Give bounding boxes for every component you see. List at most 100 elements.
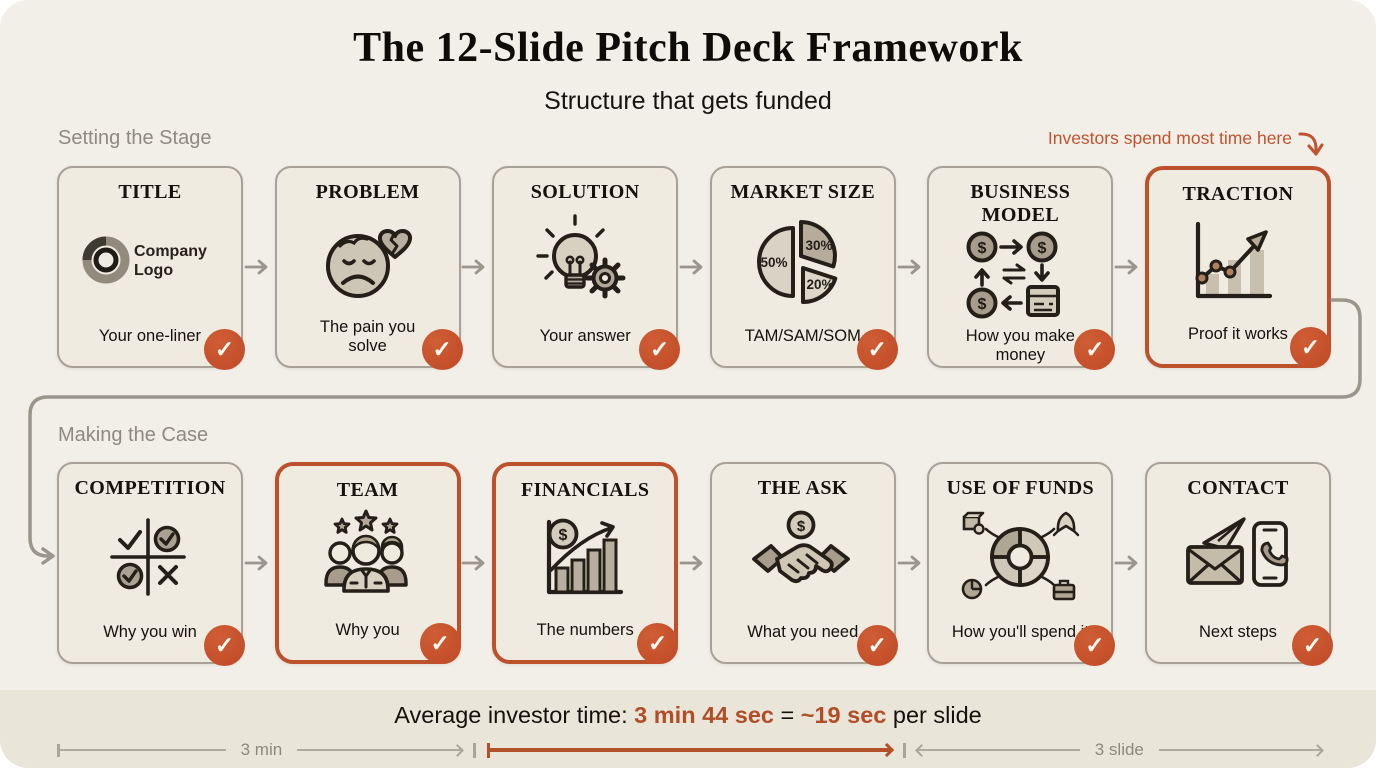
card-competition: COMPETITION Why you win ✓ xyxy=(57,462,245,666)
section-label-making-the-case: Making the Case xyxy=(58,424,209,446)
pie-chart-icon: 50% 30% 20% xyxy=(712,204,894,316)
arrow-right-icon xyxy=(1311,743,1324,757)
card-caption: Why you win xyxy=(103,623,197,642)
card-contact: CONTACT Next steps ✓ xyxy=(1144,462,1333,666)
timeline-line xyxy=(915,748,1080,752)
handshake-icon: $ xyxy=(712,500,894,612)
card-business-model: BUSINESS MODEL $ $ $ H xyxy=(927,166,1116,370)
card-solution: SOLUTION Your answer ✓ xyxy=(492,166,681,370)
card-heading: COMPETITION xyxy=(74,477,226,499)
arrow-right-icon xyxy=(461,258,493,276)
summary-suffix: per slide xyxy=(892,702,982,728)
summary-total-time: 3 min 44 sec xyxy=(634,702,774,728)
timeline-label-3slide: 3 slide xyxy=(1094,740,1144,759)
svg-text:Logo: Logo xyxy=(134,262,173,279)
check-badge-icon: ✓ xyxy=(421,329,463,370)
arrow-right-icon xyxy=(678,554,710,572)
card-caption: The numbers xyxy=(536,621,634,640)
investor-time-summary: Average investor time: 3 min 44 sec = ~1… xyxy=(0,702,1376,729)
footer-bar: Average investor time: 3 min 44 sec = ~1… xyxy=(0,690,1376,768)
summary-equals: = xyxy=(780,702,795,728)
lightbulb-gear-icon xyxy=(494,204,676,316)
check-badge-icon: ✓ xyxy=(856,625,898,666)
financial-bar-chart-icon: $ xyxy=(496,502,674,610)
card-caption: What you need xyxy=(747,623,859,642)
card-heading: THE ASK xyxy=(757,477,848,499)
svg-text:$: $ xyxy=(978,296,987,313)
arrow-left-icon xyxy=(914,743,928,757)
card-caption: How you'll spend it xyxy=(951,623,1089,642)
timeline-divider xyxy=(903,742,906,758)
arrow-right-icon xyxy=(896,554,928,572)
arrow-right-icon xyxy=(880,742,895,758)
timeline-line xyxy=(490,748,893,752)
card-market-size: MARKET SIZE 50% 30% 20% TAM/SAM/SOM ✓ xyxy=(709,166,898,370)
card-financials: FINANCIALS $ The numbers ✓ xyxy=(492,462,679,664)
svg-text:$: $ xyxy=(559,527,568,544)
tick-mark xyxy=(486,742,491,758)
arrow-right-icon xyxy=(678,258,710,276)
card-heading: PROBLEM xyxy=(315,181,420,203)
card-the-ask: THE ASK $ What you need ✓ xyxy=(709,462,898,666)
row-making-the-case: COMPETITION Why you win ✓ TEAM xyxy=(57,462,1333,666)
card-heading: BUSINESS MODEL xyxy=(970,181,1071,226)
check-badge-icon: ✓ xyxy=(637,623,679,664)
arrow-right-icon xyxy=(1113,554,1145,572)
card-heading: USE OF FUNDS xyxy=(946,477,1095,499)
broken-heart-sad-face-icon xyxy=(277,204,459,316)
timeline-segment-highlight xyxy=(486,742,895,758)
summary-per-slide-time: ~19 sec xyxy=(800,702,887,728)
time-scale: 3 min 3 slide xyxy=(57,740,1324,760)
card-problem: PROBLEM The pain you solve ✓ xyxy=(274,166,463,370)
card-heading: CONTACT xyxy=(1187,477,1289,499)
card-heading: FINANCIALS xyxy=(520,479,650,501)
check-badge-icon: ✓ xyxy=(639,329,681,370)
card-caption: Why you xyxy=(335,621,400,640)
check-badge-icon: ✓ xyxy=(204,625,245,666)
company-logo-icon: Company Logo xyxy=(59,204,241,316)
svg-text:$: $ xyxy=(1038,240,1047,257)
card-traction: TRACTION Proof it works ✓ xyxy=(1144,166,1331,368)
section-label-setting-the-stage: Setting the Stage xyxy=(58,127,212,149)
annotation-text: Investors spend most time here xyxy=(1047,128,1292,148)
summary-prefix: Average investor time: xyxy=(394,702,628,728)
row-setting-the-stage: TITLE Company Logo Your one-liner ✓ PROB… xyxy=(57,166,1331,370)
check-badge-icon: ✓ xyxy=(204,329,245,370)
card-heading: TRACTION xyxy=(1182,183,1294,205)
donut-allocation-icon xyxy=(929,500,1111,612)
arrow-right-icon xyxy=(896,258,928,276)
timeline-segment-3slide: 3 slide xyxy=(914,740,1324,760)
timeline-segment-3min: 3 min xyxy=(57,740,465,760)
competition-matrix-icon xyxy=(59,500,241,612)
timeline-line xyxy=(1158,748,1323,752)
svg-text:$: $ xyxy=(978,240,987,257)
money-flow-icon: $ $ $ xyxy=(929,227,1111,325)
timeline-line xyxy=(59,748,226,752)
svg-text:$: $ xyxy=(797,518,806,535)
timeline-line xyxy=(297,748,464,752)
check-badge-icon: ✓ xyxy=(419,623,461,664)
arrow-right-icon xyxy=(451,743,465,757)
page-title: The 12-Slide Pitch Deck Framework xyxy=(353,25,1023,71)
arrow-right-icon xyxy=(243,554,275,572)
check-badge-icon: ✓ xyxy=(1289,327,1331,368)
check-badge-icon: ✓ xyxy=(856,329,898,370)
arrow-right-icon xyxy=(1113,258,1145,276)
svg-text:30%: 30% xyxy=(805,238,832,253)
card-heading: TITLE xyxy=(118,181,182,203)
curved-arrow-down-icon xyxy=(1298,132,1324,156)
team-people-stars-icon xyxy=(279,502,457,610)
card-team: TEAM Why you ✓ xyxy=(274,462,461,664)
card-heading: TEAM xyxy=(336,479,399,501)
card-caption: Next steps xyxy=(1198,623,1277,642)
envelope-phone-icon xyxy=(1147,500,1329,612)
arrow-right-icon xyxy=(243,258,275,276)
card-use-of-funds: USE OF FUNDS xyxy=(927,462,1116,666)
growth-chart-icon xyxy=(1149,206,1327,314)
timeline-divider xyxy=(473,742,476,758)
svg-text:Company: Company xyxy=(134,243,207,260)
tick-mark xyxy=(57,743,60,757)
check-badge-icon: ✓ xyxy=(1074,625,1116,666)
annotation-investors-time: Investors spend most time here xyxy=(1048,128,1324,160)
